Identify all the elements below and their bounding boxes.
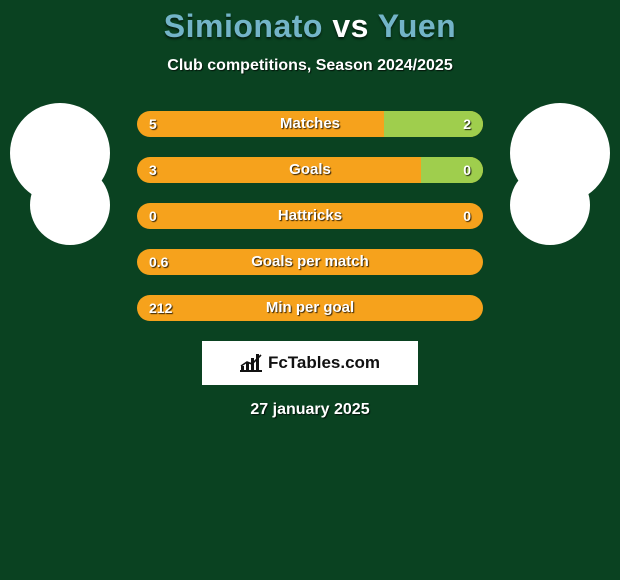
title-player1: Simionato — [164, 8, 323, 44]
stat-bars: 52Matches 30Goals 00Hattricks 0.6Goals per … — [137, 111, 483, 321]
stat-row: 52Matches — [137, 111, 483, 137]
page-title: Simionato vs Yuen — [0, 0, 620, 45]
stat-label: Hattricks — [137, 203, 483, 229]
stat-row: 00Hattricks — [137, 203, 483, 229]
stat-row: 30Goals — [137, 157, 483, 183]
brand-text: FcTables.com — [268, 353, 380, 373]
subtitle: Club competitions, Season 2024/2025 — [0, 57, 620, 75]
title-vs: vs — [332, 8, 369, 44]
title-player2: Yuen — [378, 8, 456, 44]
brand: FcTables.com — [240, 353, 380, 373]
brand-box: FcTables.com — [202, 341, 418, 385]
player2-club-logo — [510, 165, 590, 245]
player1-club-logo — [30, 165, 110, 245]
date: 27 january 2025 — [0, 401, 620, 419]
comparison-card: Simionato vs Yuen Club competitions, Sea… — [0, 0, 620, 580]
stat-row: 212Min per goal — [137, 295, 483, 321]
stat-label: Matches — [137, 111, 483, 137]
stat-label: Goals — [137, 157, 483, 183]
stat-label: Goals per match — [137, 249, 483, 275]
compare-area: 52Matches 30Goals 00Hattricks 0.6Goals per … — [0, 111, 620, 321]
stat-label: Min per goal — [137, 295, 483, 321]
bar-chart-icon — [240, 354, 262, 372]
stat-row: 0.6Goals per match — [137, 249, 483, 275]
